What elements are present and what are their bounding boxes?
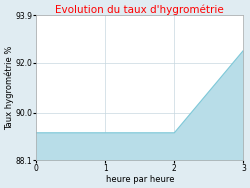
Y-axis label: Taux hygrométrie %: Taux hygrométrie %: [4, 46, 14, 130]
X-axis label: heure par heure: heure par heure: [106, 175, 174, 184]
Title: Evolution du taux d'hygrométrie: Evolution du taux d'hygrométrie: [56, 4, 224, 15]
